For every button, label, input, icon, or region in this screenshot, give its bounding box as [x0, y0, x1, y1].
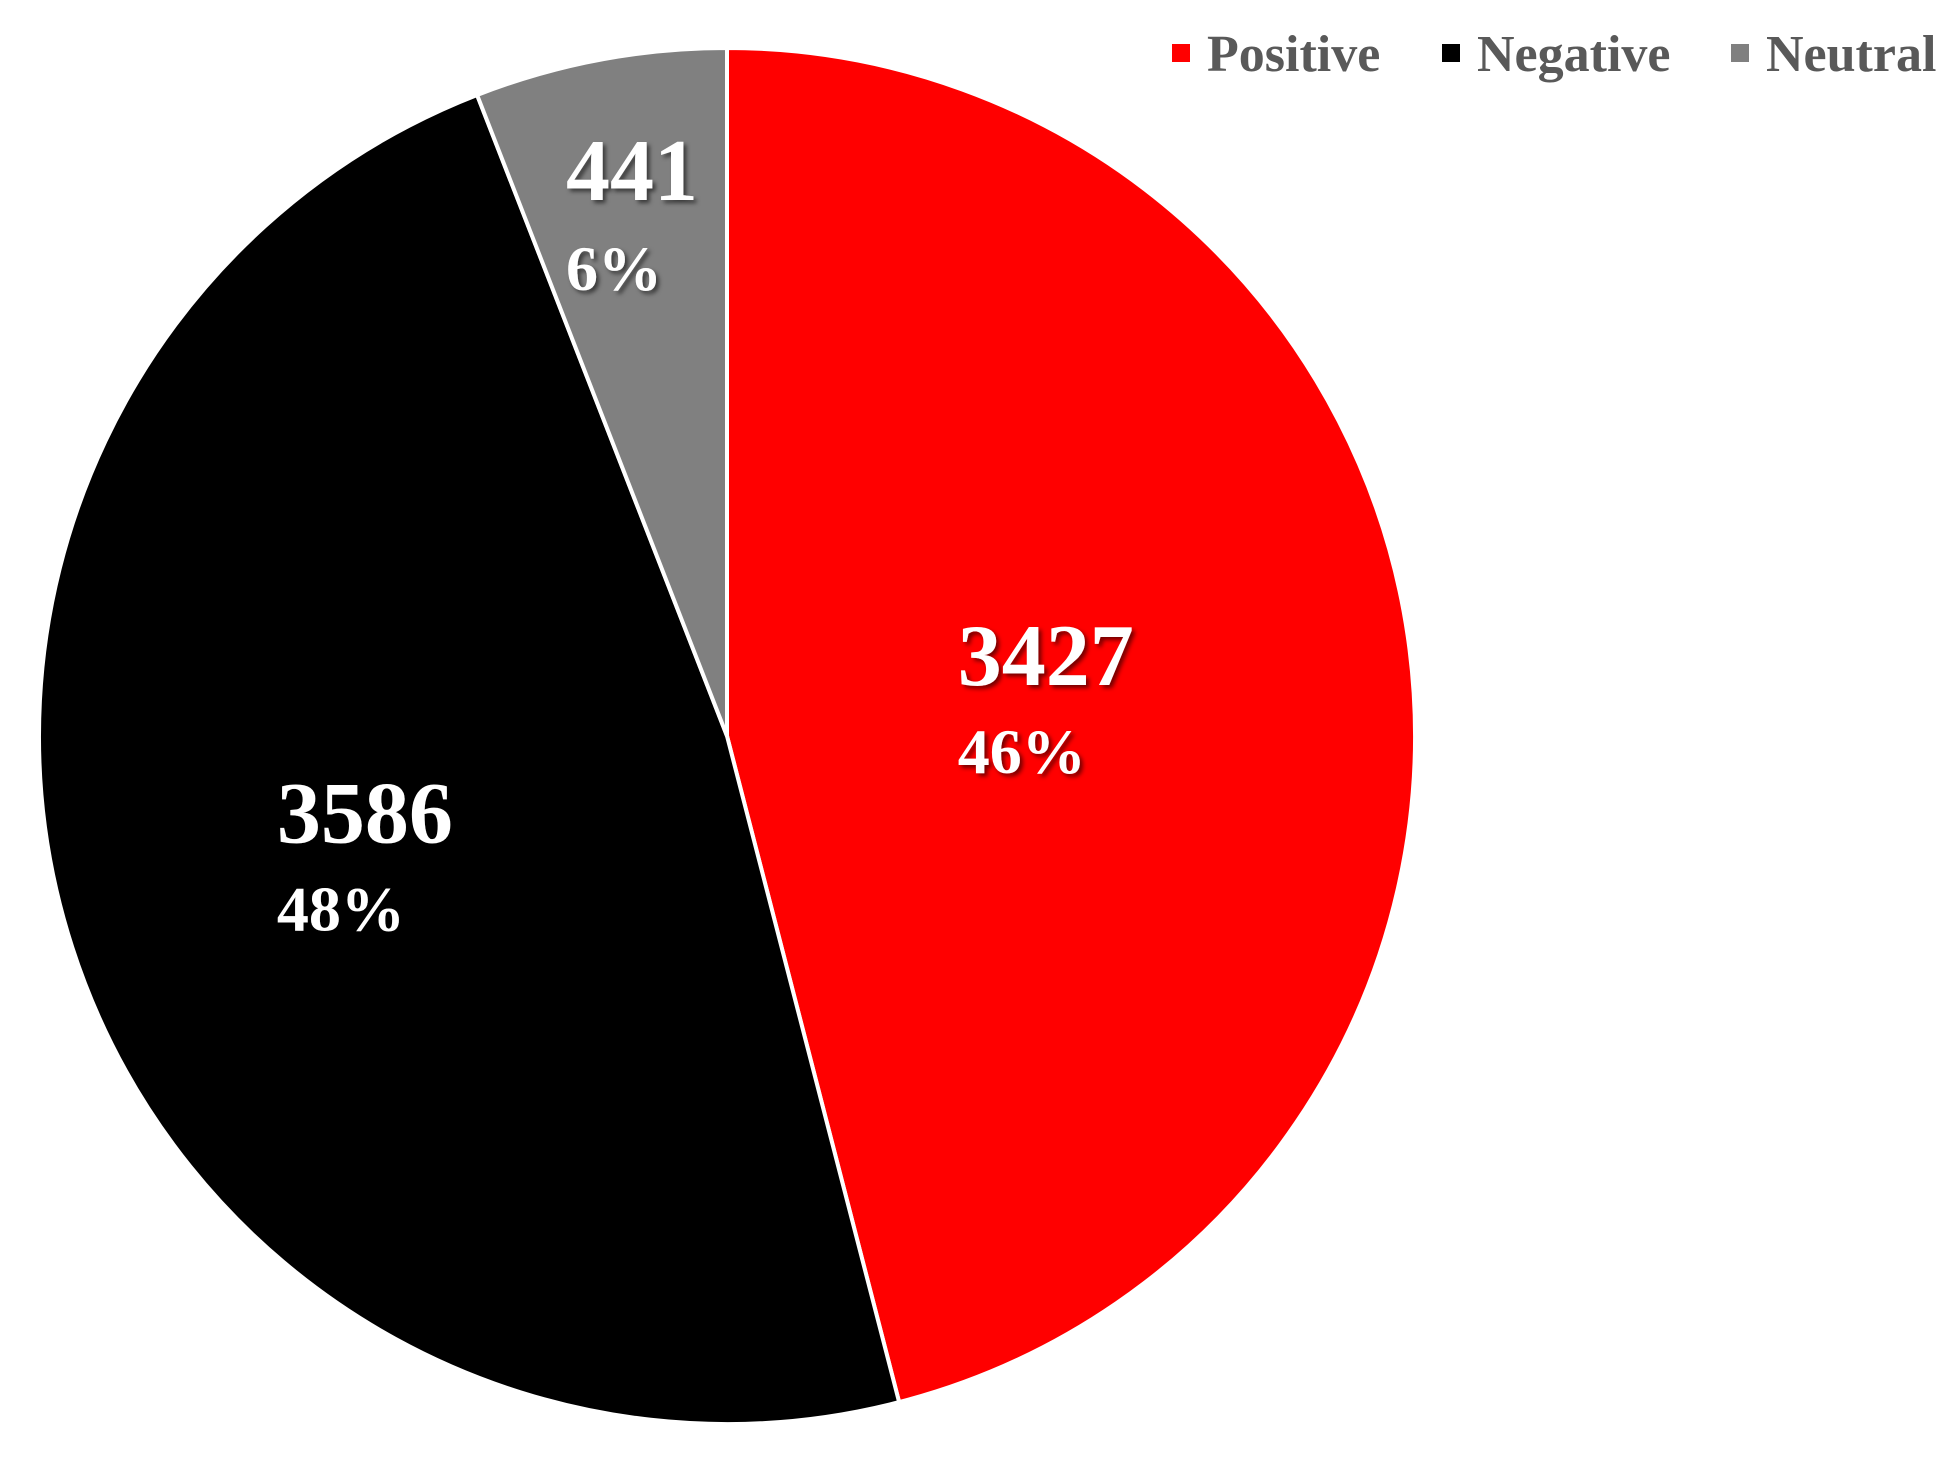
data-label-value-neutral: 441: [566, 123, 698, 220]
pie-slice-neutral: [475, 46, 729, 738]
data-label-percent-neutral: 6%: [566, 233, 662, 304]
pie-slice-negative: [37, 92, 902, 1427]
data-label-percent-positive: 46%: [958, 716, 1086, 787]
legend-swatch-negative: [1442, 44, 1460, 62]
legend-label-negative: Negative: [1477, 26, 1670, 83]
pie-slices: [37, 46, 1417, 1427]
legend-label-neutral: Neutral: [1766, 26, 1936, 83]
data-label-percent-negative: 48%: [277, 873, 405, 944]
data-label-value-positive: 3427: [958, 608, 1134, 705]
chart-legend: Positive Negative Neutral: [1172, 26, 1936, 83]
legend-label-positive: Positive: [1207, 26, 1380, 83]
pie-slice-positive: [725, 46, 1417, 1405]
data-labels: 3427 46% 3586 48% 441 6%: [277, 123, 1134, 944]
legend-swatch-neutral: [1731, 44, 1749, 62]
legend-swatch-positive: [1172, 44, 1190, 62]
data-label-value-negative: 3586: [277, 765, 453, 862]
